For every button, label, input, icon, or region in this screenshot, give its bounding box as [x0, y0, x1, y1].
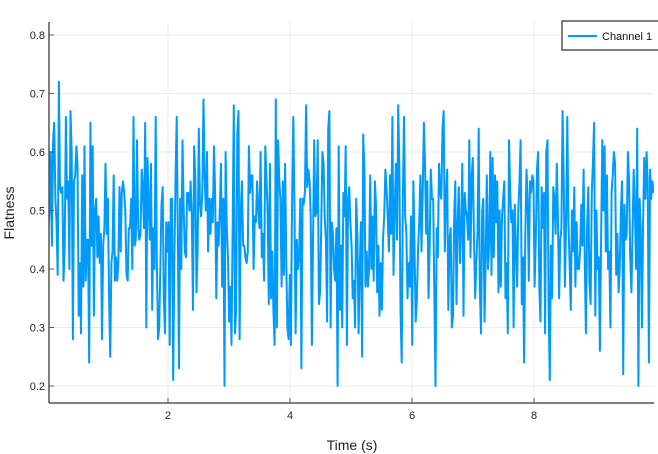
- x-axis-title: Time (s): [327, 437, 378, 453]
- x-axis-ticks: 2 4 6 8: [165, 398, 537, 422]
- legend: Channel 1: [561, 20, 658, 51]
- x-tick-label: 8: [531, 410, 537, 422]
- y-tick-label: 0.7: [30, 89, 45, 101]
- y-tick-label: 0.3: [30, 323, 45, 335]
- y-tick-label: 0.6: [30, 147, 45, 159]
- y-tick-label: 0.5: [30, 206, 45, 218]
- y-tick-label: 0.8: [30, 30, 45, 42]
- y-tick-label: 0.2: [30, 381, 45, 393]
- y-axis-title: Flatness: [1, 187, 17, 240]
- legend-label-channel-1: Channel 1: [602, 31, 652, 43]
- y-tick-label: 0.4: [30, 264, 45, 276]
- x-tick-label: 4: [287, 410, 293, 422]
- channel-1-line: [49, 80, 654, 387]
- axes: [48, 22, 654, 404]
- x-tick-label: 6: [409, 410, 415, 422]
- x-tick-label: 2: [165, 410, 171, 422]
- y-axis-ticks: 0.2 0.3 0.4 0.5 0.6 0.7 0.8: [30, 30, 54, 393]
- series-channel-1: [49, 80, 654, 387]
